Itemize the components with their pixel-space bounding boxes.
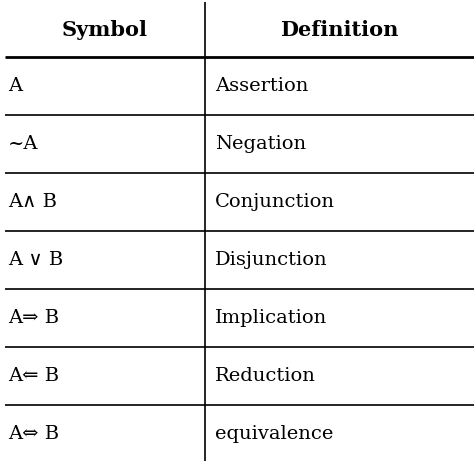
Text: A∧ B: A∧ B <box>8 193 57 211</box>
Text: A⇐ B: A⇐ B <box>8 367 59 385</box>
Text: A⇒ B: A⇒ B <box>8 309 59 327</box>
Text: A: A <box>8 77 22 95</box>
Text: Conjunction: Conjunction <box>215 193 335 211</box>
Text: A ∨ B: A ∨ B <box>8 251 63 269</box>
Text: Symbol: Symbol <box>62 19 148 40</box>
Text: Reduction: Reduction <box>215 367 316 385</box>
Text: Assertion: Assertion <box>215 77 309 95</box>
Text: Negation: Negation <box>215 135 306 153</box>
Text: Implication: Implication <box>215 309 327 327</box>
Text: Definition: Definition <box>280 19 399 40</box>
Text: A⇔ B: A⇔ B <box>8 425 59 443</box>
Text: Disjunction: Disjunction <box>215 251 328 269</box>
Text: ~A: ~A <box>8 135 38 153</box>
Text: equivalence: equivalence <box>215 425 333 443</box>
